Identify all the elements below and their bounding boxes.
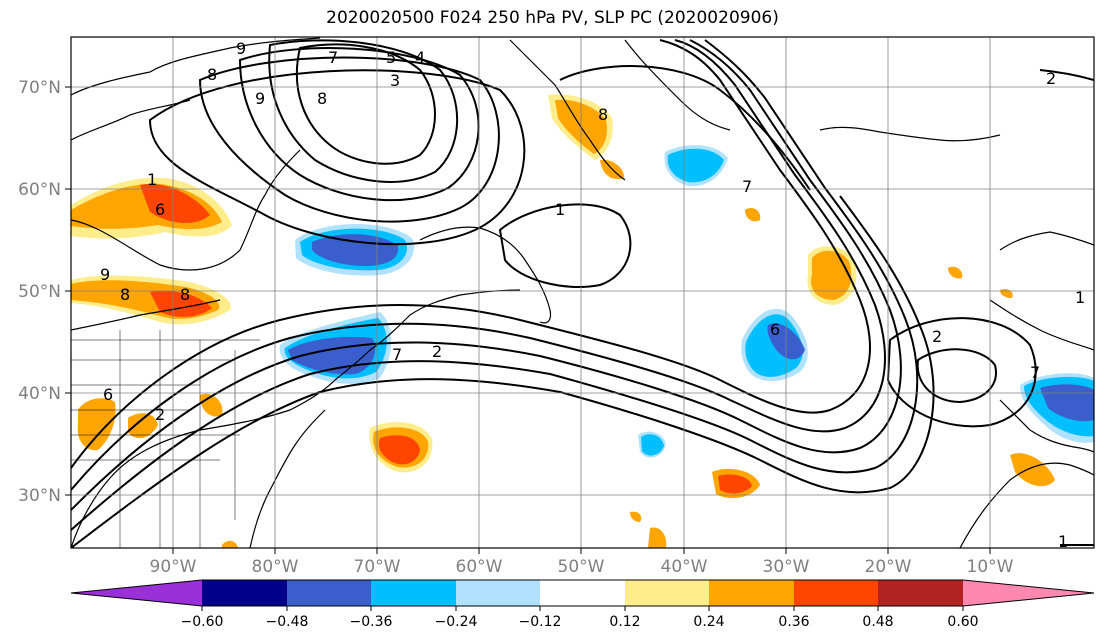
colorbar-segment — [371, 580, 456, 606]
colorbar-tick-label: −0.48 — [266, 614, 309, 630]
contour-label: 7 — [1030, 363, 1040, 382]
colorbar-tick-label: −0.60 — [181, 614, 224, 630]
contour-label: 9 — [100, 265, 110, 284]
colorbar-segment — [878, 580, 963, 606]
colorbar-segment — [287, 580, 371, 606]
colorbar: −0.60 −0.48 −0.36 −0.24 −0.12 0.12 0.24 … — [70, 579, 1095, 630]
contour-label: 6 — [103, 385, 113, 404]
lat-label: 40°N — [18, 384, 61, 404]
contour-label: 3 — [390, 71, 400, 90]
colorbar-segment — [540, 580, 625, 606]
lon-labels: 90°W 80°W 70°W 60°W 50°W 40°W 30°W 20°W … — [150, 557, 1014, 577]
contour-label: 1 — [1058, 532, 1068, 551]
contour-label: 1 — [1075, 288, 1085, 307]
colorbar-tick-label: 0.24 — [693, 614, 724, 630]
contour-label: 8 — [120, 285, 130, 304]
colorbar-tick-label: −0.36 — [350, 614, 393, 630]
colorbar-segment — [794, 580, 878, 606]
colorbar-tick-label: 0.36 — [778, 614, 809, 630]
lon-label: 70°W — [354, 557, 401, 577]
colorbar-segment — [456, 580, 540, 606]
lat-label: 70°N — [18, 78, 61, 98]
pv-positive-anomalies — [71, 94, 1055, 548]
colorbar-tick-label: 0.12 — [609, 614, 640, 630]
lat-label: 50°N — [18, 282, 61, 302]
slp-contours — [71, 39, 1094, 548]
contour-label: 8 — [180, 285, 190, 304]
lon-label: 10°W — [967, 557, 1014, 577]
contour-label: 7 — [392, 345, 402, 364]
contour-label: 9 — [236, 39, 246, 58]
contour-label: 9 — [255, 89, 265, 108]
colorbar-extend-min — [71, 580, 202, 606]
contour-label: 8 — [598, 105, 608, 124]
contour-labels: 9 7 5 4 3 8 1 8 7 2 1 2 6 7 2 8 6 2 1 9 … — [100, 39, 1085, 551]
contour-label: 2 — [1046, 69, 1056, 88]
contour-label: 6 — [770, 320, 780, 339]
contour-label: 2 — [155, 405, 165, 424]
contour-label: 5 — [386, 48, 396, 67]
contour-label: 2 — [432, 342, 442, 361]
colorbar-segment — [202, 580, 287, 606]
contour-label: 8 — [317, 89, 327, 108]
colorbar-tick-label: 0.48 — [862, 614, 893, 630]
lon-label: 20°W — [865, 557, 912, 577]
colorbar-tick-label: −0.24 — [435, 614, 478, 630]
colorbar-extend-max — [963, 580, 1094, 606]
colorbar-tick-label: −0.12 — [519, 614, 562, 630]
contour-label: 2 — [932, 327, 942, 346]
lon-label: 50°W — [558, 557, 605, 577]
lat-ticks — [65, 86, 71, 496]
lon-label: 30°W — [763, 557, 810, 577]
contour-label: 7 — [328, 48, 338, 67]
colorbar-tick-label: 0.60 — [947, 614, 978, 630]
lon-label: 90°W — [150, 557, 197, 577]
lat-labels: 70°N 60°N 50°N 40°N 30°N — [18, 78, 61, 506]
colorbar-segment — [709, 580, 794, 606]
lon-label: 60°W — [456, 557, 503, 577]
contour-label: 7 — [742, 177, 752, 196]
colorbar-segment — [625, 580, 709, 606]
contour-label: 8 — [207, 65, 217, 84]
lon-label: 80°W — [252, 557, 299, 577]
contour-label: 1 — [555, 200, 565, 219]
lon-ticks — [172, 548, 991, 554]
map-frame — [70, 36, 1095, 549]
graticule — [71, 37, 1094, 548]
map-title: 2020020500 F024 250 hPa PV, SLP PC (2020… — [326, 8, 779, 28]
contour-label: 6 — [155, 200, 165, 219]
contour-label: 4 — [415, 48, 425, 67]
contour-label: 1 — [147, 170, 157, 189]
lat-label: 60°N — [18, 180, 61, 200]
lat-label: 30°N — [18, 486, 61, 506]
lon-label: 40°W — [661, 557, 708, 577]
